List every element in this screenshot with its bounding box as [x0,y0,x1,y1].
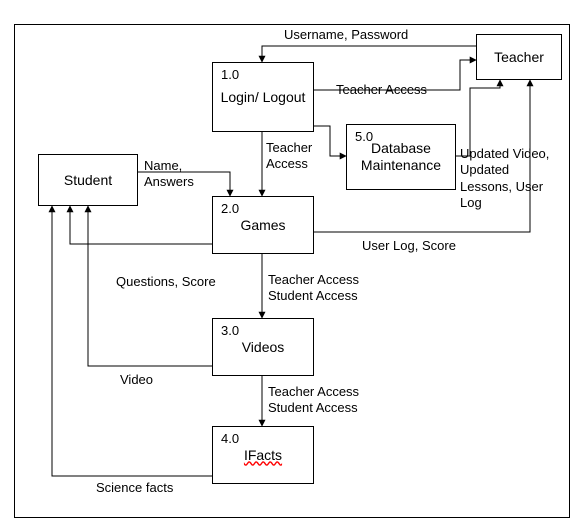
label-video: Video [120,372,153,388]
process-3-label: Videos [242,339,285,356]
label-updated: Updated Video, Updated Lessons, User Log [460,146,549,211]
process-3-num: 3.0 [221,323,239,339]
label-teacher-access-1: Teacher Access [336,82,427,98]
process-2-label: Games [240,217,285,234]
label-questions-score: Questions, Score [116,274,216,290]
process-4-num: 4.0 [221,431,239,447]
process-4-label: IFacts [244,447,282,464]
process-3: 3.0 Videos [212,318,314,376]
process-4: 4.0 IFacts [212,426,314,484]
label-userlog-score: User Log, Score [362,238,456,254]
process-2-num: 2.0 [221,201,239,217]
entity-teacher-label: Teacher [494,49,544,66]
edge-p1-to-p5 [314,126,346,156]
process-5: 5.0 Database Maintenance [346,124,456,190]
process-5-num: 5.0 [355,129,373,145]
label-name-answers: Name, Answers [144,158,194,191]
process-1-label: Login/ Logout [221,89,306,106]
process-5-label: Database Maintenance [347,140,455,174]
process-2: 2.0 Games [212,196,314,254]
edge-teacher-to-p1 [262,46,476,62]
label-access-23: Teacher Access Student Access [268,272,359,305]
entity-teacher: Teacher [476,34,562,80]
label-science-facts: Science facts [96,480,173,496]
entity-student-label: Student [64,172,112,189]
process-1: 1.0 Login/ Logout [212,62,314,132]
label-access-34: Teacher Access Student Access [268,384,359,417]
edge-p4-to-student [52,206,212,476]
process-1-num: 1.0 [221,67,239,83]
entity-student: Student [38,154,138,206]
label-teacher-access-1b: Teacher Access [266,140,312,173]
edge-p2-to-student-q [70,206,212,244]
diagram-canvas: Student Teacher 1.0 Login/ Logout 2.0 Ga… [0,0,582,522]
label-username-password: Username, Password [284,27,408,43]
edge-p5-to-teacher [456,80,500,156]
